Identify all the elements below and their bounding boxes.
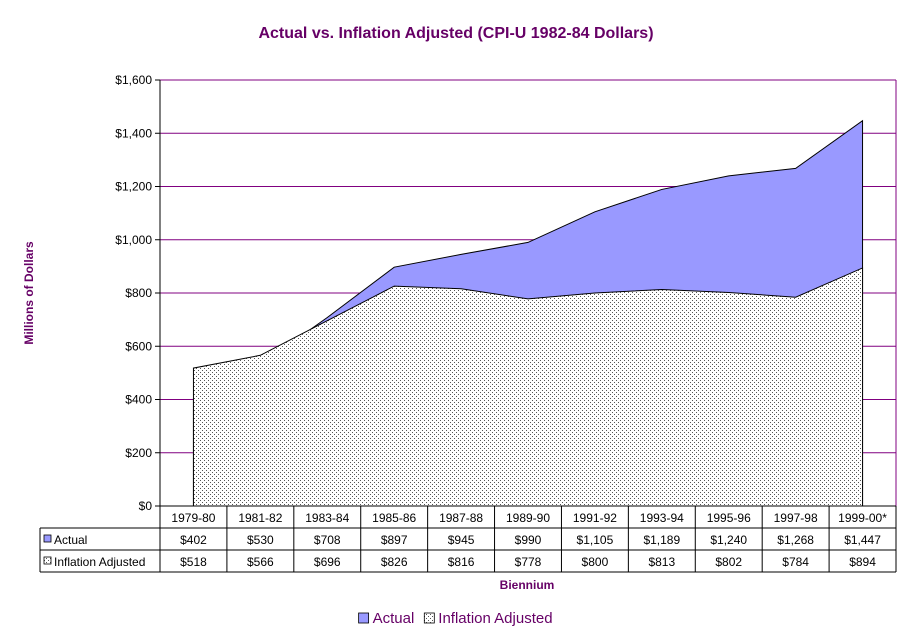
data-label: $1,189 [643,533,680,547]
data-label: $708 [314,533,341,547]
x-axis-label: Biennium [500,578,555,592]
y-tick-label: $600 [125,339,152,353]
data-label: $802 [715,555,742,569]
y-tick-label: $1,400 [115,126,152,140]
y-tick-label: $1,600 [115,73,152,87]
y-tick-label: $200 [125,446,152,460]
data-label: $816 [448,555,475,569]
x-tick-label: 1997-98 [774,511,818,525]
data-label: $826 [381,555,408,569]
data-label: $990 [515,533,542,547]
data-label: $1,105 [577,533,614,547]
legend-label: Actual [373,610,415,627]
data-label: $813 [648,555,675,569]
y-tick-label: $400 [125,393,152,407]
data-label: $778 [515,555,542,569]
table-legend-key [43,534,52,543]
data-label: $696 [314,555,341,569]
x-tick-label: 1993-94 [640,511,684,525]
data-label: $518 [180,555,207,569]
y-tick-label: $0 [139,499,153,513]
x-tick-label: 1995-96 [707,511,751,525]
legend-label: Inflation Adjusted [438,610,552,627]
x-tick-label: 1985-86 [372,511,416,525]
area-inflation-adjusted [192,267,864,507]
x-tick-label: 1979-80 [171,511,215,525]
y-tick-label: $800 [125,286,152,300]
legend-swatch [358,612,370,624]
table-legend-key [43,556,52,565]
axes: $0 $200 $400 $600 $800 $1,000 $1,200 $1,400 $1,6… [115,73,897,513]
plot-areas [192,119,864,507]
y-axis-label: Millions of Dollars [22,241,36,345]
x-tick-label: 1989-90 [506,511,550,525]
data-table: 1979-80 1981-82 1983-84 1985-86 1987-88 1989-… [39,505,897,573]
x-tick-label: 1981-82 [238,511,282,525]
chart-title: Actual vs. Inflation Adjusted (CPI-U 198… [258,25,653,42]
x-tick-label: 1983-84 [305,511,349,525]
data-label: $1,268 [777,533,814,547]
data-label: $1,447 [844,533,881,547]
data-label: $530 [247,533,274,547]
legend-swatch [423,612,435,624]
data-label: $897 [381,533,408,547]
data-label: $1,240 [710,533,747,547]
x-tick-label: 1991-92 [573,511,617,525]
data-label: $894 [849,555,876,569]
data-label: $402 [180,533,207,547]
x-tick-label: 1999-00* [838,511,887,525]
data-label: $566 [247,555,274,569]
table-series-name: Actual [54,533,87,547]
legend: Actual Inflation Adjusted [358,610,553,627]
x-tick-label: 1987-88 [439,511,483,525]
y-tick-label: $1,200 [115,180,152,194]
data-label: $784 [782,555,809,569]
data-label: $800 [582,555,609,569]
table-series-name: Inflation Adjusted [54,555,145,569]
data-label: $945 [448,533,475,547]
y-tick-label: $1,000 [115,233,152,247]
